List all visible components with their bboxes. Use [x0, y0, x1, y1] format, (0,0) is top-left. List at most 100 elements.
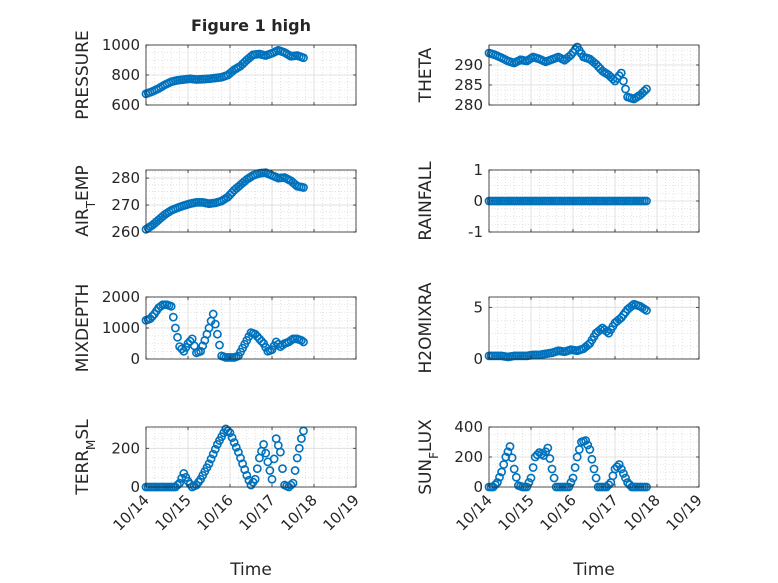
y-tick-label: 0	[473, 192, 483, 210]
y-tick-label: 1000	[102, 319, 140, 337]
data-point	[570, 196, 580, 206]
y-tick-label: 600	[111, 96, 140, 114]
data-point	[286, 335, 296, 345]
data-point	[252, 49, 262, 59]
figure-title: Figure 1 high	[191, 16, 311, 35]
data-point	[604, 480, 614, 490]
data-point	[194, 347, 203, 357]
data-point	[509, 464, 519, 474]
data-point	[585, 445, 595, 454]
data-point	[539, 56, 548, 66]
data-point	[589, 464, 599, 474]
data-point	[296, 52, 306, 62]
data-point	[608, 196, 618, 206]
data-point	[294, 443, 304, 453]
data-point	[265, 466, 275, 475]
data-point	[591, 473, 601, 483]
y-tick-label: -1	[468, 223, 483, 241]
data-point	[238, 59, 247, 69]
data-point	[189, 198, 199, 208]
data-point	[202, 329, 212, 339]
data-point	[219, 352, 229, 362]
data-point	[147, 311, 157, 321]
y-tick-label: 0	[130, 478, 140, 496]
data-point	[619, 76, 628, 86]
data-point	[514, 351, 523, 361]
data-point	[625, 480, 635, 490]
data-point	[225, 190, 235, 200]
data-point	[507, 351, 517, 361]
data-point	[206, 454, 216, 464]
data-point	[267, 474, 277, 484]
data-point	[273, 440, 283, 450]
data-point	[595, 196, 605, 206]
y-tick-label: 1000	[102, 36, 140, 54]
data-point	[587, 454, 597, 464]
data-point	[223, 353, 233, 362]
data-point	[273, 339, 283, 349]
data-point	[196, 74, 205, 84]
data-point	[189, 341, 199, 351]
data-point	[227, 353, 237, 362]
data-point	[208, 449, 218, 459]
data-point	[614, 71, 624, 81]
data-point	[296, 434, 306, 444]
y-tick-label: 800	[111, 66, 140, 84]
data-point	[160, 300, 170, 310]
subplot-pressure: 600 800 1000 PRESSURE	[73, 30, 357, 120]
subplot-sun-flux: 0 200 400 SUNFLUX 10/1410/1510/1610/1710/181…	[416, 418, 706, 534]
data-point	[640, 196, 649, 206]
data-point	[566, 478, 576, 487]
data-point	[524, 478, 534, 487]
data-point	[589, 196, 599, 206]
data-point	[526, 196, 536, 206]
data-point	[286, 480, 296, 490]
data-point	[202, 74, 212, 84]
y-tick-label: 2000	[102, 288, 140, 306]
data-point	[558, 196, 567, 206]
y-tick-label: 260	[111, 223, 140, 241]
data-point	[244, 475, 254, 485]
data-point	[236, 347, 245, 357]
data-point	[488, 351, 498, 361]
data-point	[608, 471, 618, 481]
data-point	[240, 339, 250, 349]
data-point	[236, 453, 245, 463]
data-point	[210, 319, 220, 329]
data-point	[633, 196, 643, 206]
y-axis-label: MIXDEPTH	[73, 284, 93, 373]
y-tick-label: 270	[111, 196, 140, 214]
data-point	[177, 473, 187, 483]
data-point	[551, 347, 561, 356]
data-point	[215, 340, 224, 350]
x-tick-label: 10/17	[236, 491, 279, 534]
data-point	[252, 464, 262, 474]
y-tick-label: 0	[130, 350, 140, 368]
data-point	[627, 196, 637, 206]
data-point	[541, 447, 551, 457]
data-point	[537, 449, 546, 459]
data-point	[581, 342, 590, 352]
data-point	[551, 196, 561, 206]
x-tick-label: 10/14	[453, 491, 496, 534]
data-point	[227, 433, 237, 443]
data-point	[562, 54, 572, 63]
x-tick-label: 10/17	[579, 491, 622, 534]
data-point	[290, 334, 300, 344]
subplot-theta: 280 285 290 THETA	[416, 42, 700, 114]
data-point	[177, 344, 187, 354]
data-point	[528, 463, 538, 472]
data-point	[583, 196, 593, 206]
axes-frame	[488, 44, 700, 106]
data-point	[194, 477, 203, 487]
data-point	[520, 196, 530, 206]
x-tick-label: 10/18	[278, 491, 321, 534]
data-point	[156, 213, 166, 223]
data-point	[511, 472, 521, 482]
x-tick-label: 10/18	[621, 491, 664, 534]
data-point	[238, 178, 247, 188]
x-axis-label-right: Time	[572, 560, 615, 580]
axes-frame	[145, 426, 357, 488]
y-tick-label: 5	[473, 298, 483, 316]
